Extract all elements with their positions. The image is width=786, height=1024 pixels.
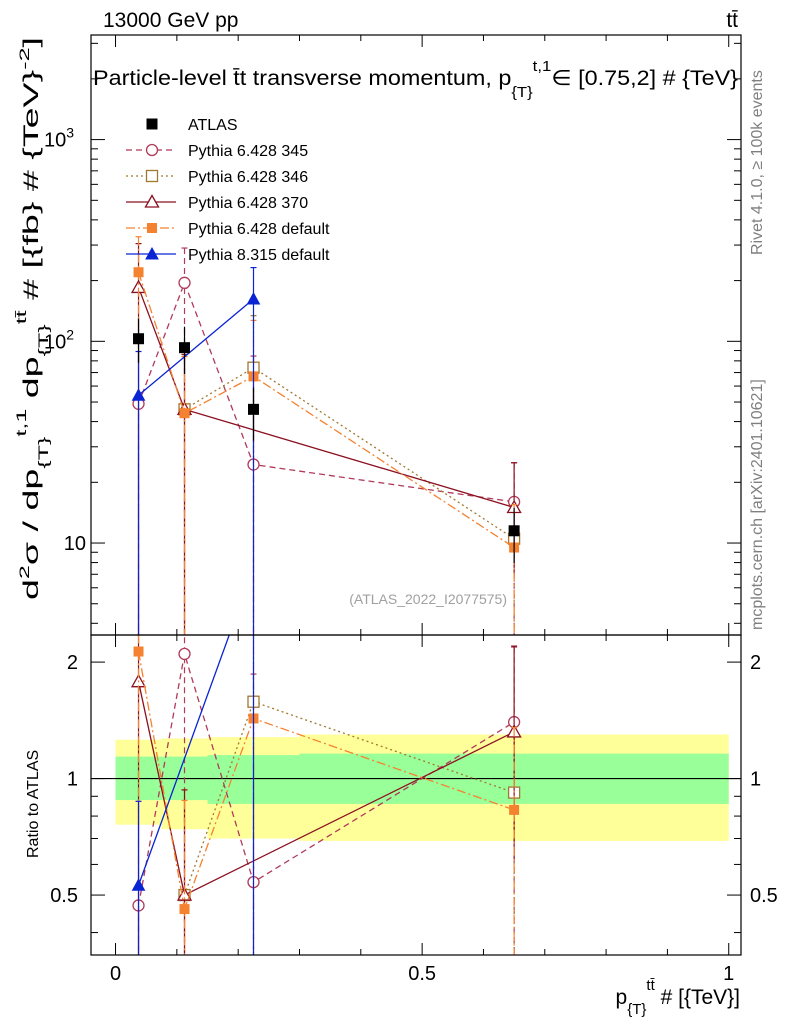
ratio-y-tick-label-right: 2 — [750, 652, 761, 674]
process-label: tt̄ — [726, 9, 738, 32]
data-point — [508, 525, 520, 537]
series-point — [131, 388, 146, 401]
ratio-y-tick-label-right: 1 — [750, 769, 761, 791]
x-tick-label: 0 — [110, 963, 121, 985]
series-3-main — [133, 236, 520, 635]
main-panel-series — [130, 236, 522, 635]
y-tick-exponent: 3 — [66, 125, 74, 141]
legend-label: Pythia 8.315 default — [188, 247, 330, 264]
data-point — [133, 333, 145, 345]
ratio-series-line — [137, 651, 515, 912]
ratio-point — [131, 878, 146, 891]
rivet-version-label: Rivet 4.1.0, ≥ 100k events — [749, 70, 766, 255]
x-tick-label: 1 — [723, 963, 734, 985]
series-point — [133, 267, 144, 278]
legend-marker — [147, 223, 157, 233]
series-1-main — [178, 315, 521, 635]
series-point — [179, 408, 190, 419]
y-axis-label: d2σ / dp{T}t,1 dp{T}tt̄ # [{fb} # {TeV}-… — [13, 37, 51, 600]
series-point — [178, 276, 191, 289]
ratio-y-tick-label: 2 — [67, 652, 78, 674]
series-line — [137, 287, 515, 509]
ratio-point — [178, 647, 191, 661]
legend-entry-2: Pythia 6.428 370 — [126, 194, 308, 212]
mcplots-label: mcplots.cern.ch [arXiv:2401.10621] — [749, 379, 766, 630]
ratio-panel-frame — [90, 634, 742, 956]
legend-marker — [145, 246, 159, 260]
legend-label: Pythia 6.428 346 — [188, 169, 308, 186]
ratio-axis-label: Ratio to ATLAS — [25, 750, 42, 858]
ratio-panel-series — [130, 635, 522, 955]
plot-title: Particle-level t̄t transverse momentum, … — [93, 58, 738, 101]
analysis-reference: (ATLAS_2022_I2077575) — [349, 591, 507, 607]
y-tick-exponent: 2 — [66, 326, 74, 342]
legend-marker — [145, 143, 159, 157]
ratio-point — [133, 646, 144, 657]
series-4-main — [131, 266, 261, 635]
series-2-main — [130, 243, 522, 635]
series-line — [138, 298, 254, 396]
legend-label: Pythia 6.428 370 — [188, 195, 308, 212]
y-tick-label: 10 — [64, 533, 86, 555]
legend-entry-1: Pythia 6.428 346 — [126, 169, 308, 186]
legend-entry-4: Pythia 8.315 default — [126, 246, 330, 264]
series-4-ratio — [131, 635, 255, 955]
legend-marker — [144, 194, 160, 208]
y-tick-label: 103 — [44, 125, 74, 152]
series-line — [137, 272, 515, 549]
legend-entry-3: Pythia 6.428 default — [126, 221, 330, 238]
ratio-point — [509, 804, 520, 815]
energy-label: 13000 GeV pp — [103, 9, 238, 32]
x-axis-label: p{T}tt̄ # [{TeV}] — [616, 977, 740, 1018]
legend-label: Pythia 6.428 345 — [188, 143, 308, 160]
legend-entry-atlas: ATLAS — [146, 117, 238, 134]
ratio-y-tick-label: 0.5 — [50, 885, 78, 907]
legend-entry-0: Pythia 6.428 345 — [126, 143, 308, 160]
ratio-point — [179, 904, 190, 915]
legend-label: Pythia 6.428 default — [188, 221, 330, 238]
atlas-data — [133, 318, 520, 564]
legend-marker-atlas — [146, 118, 158, 130]
ratio-y-tick-label-right: 0.5 — [750, 885, 778, 907]
ratio-uncertainty-bands — [91, 734, 741, 841]
data-point — [179, 342, 191, 354]
legend-label-atlas: ATLAS — [188, 117, 238, 134]
series-line — [184, 366, 515, 540]
ratio-y-tick-label: 1 — [67, 769, 78, 791]
ratio-series-line — [137, 653, 515, 906]
series-0-main — [132, 247, 521, 635]
series-line — [137, 280, 515, 503]
data-point — [248, 403, 259, 415]
legend: ATLAS Pythia 6.428 345 Pythia 6.428 346 Pyt… — [126, 117, 330, 264]
ratio-series-line — [137, 635, 230, 886]
x-tick-label: 0.5 — [408, 963, 436, 985]
series-point — [246, 292, 261, 305]
legend-marker — [145, 169, 159, 183]
